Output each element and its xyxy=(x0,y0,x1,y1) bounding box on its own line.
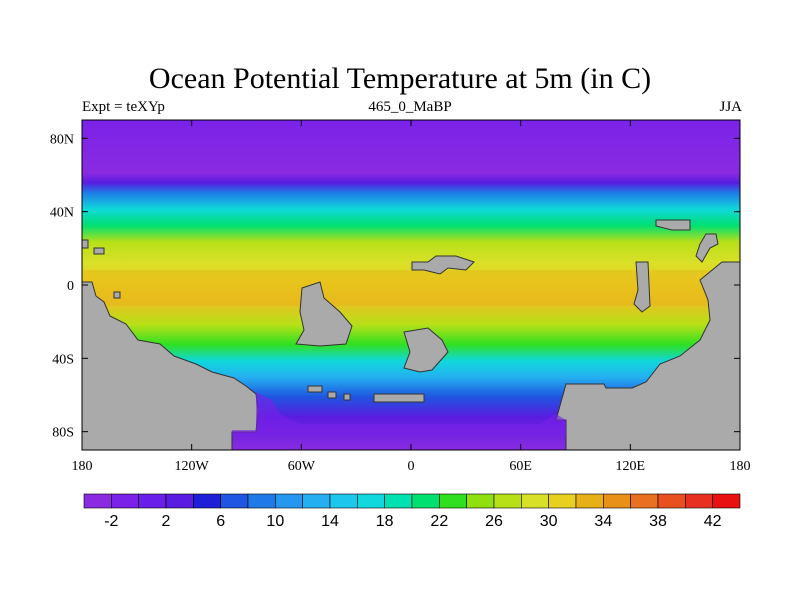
period-label: 465_0_MaBP xyxy=(368,99,452,115)
land-west-bits xyxy=(81,239,121,299)
colorbar-label: 34 xyxy=(594,513,612,530)
x-tick-label: 120E xyxy=(616,459,646,474)
colorbar-swatch xyxy=(548,493,577,509)
colorbar-labels: -2 2 6 10 14 18 22 26 30 34 38 42 xyxy=(104,513,721,530)
y-tick-label: 80N xyxy=(50,132,74,147)
y-tick-label: 0 xyxy=(67,279,74,294)
season-label: JJA xyxy=(719,99,742,115)
map-plot-area xyxy=(81,119,741,451)
land-masses xyxy=(81,219,741,451)
colorbar-swatch xyxy=(275,493,303,509)
x-tick-label: 180 xyxy=(72,459,93,474)
land-central-south xyxy=(403,327,449,373)
colorbar-label: 10 xyxy=(266,513,284,530)
colorbar-swatch xyxy=(712,493,741,509)
land-north-island xyxy=(411,255,475,275)
experiment-label: Expt = teXYp xyxy=(82,99,165,115)
x-tick-label: 60W xyxy=(288,459,316,474)
colorbar-swatch xyxy=(439,493,467,509)
colorbar-swatch xyxy=(302,493,331,509)
colorbar-label: 6 xyxy=(216,513,225,530)
colorbar-swatch xyxy=(521,493,549,509)
land-east-strip xyxy=(633,261,651,313)
colorbar-label: 14 xyxy=(321,513,339,530)
colorbar-label: -2 xyxy=(104,513,118,530)
colorbar-swatch xyxy=(247,493,276,509)
colorbar-swatch xyxy=(575,493,604,509)
colorbar-swatch xyxy=(329,493,358,509)
colorbar-swatch xyxy=(111,493,139,509)
colorbar-swatch xyxy=(657,493,686,509)
colorbar-swatch xyxy=(630,493,659,509)
colorbar-swatch xyxy=(83,493,112,509)
y-axis-labels: 80N 40N 0 40S 80S xyxy=(50,132,74,440)
land-tropical-island xyxy=(295,281,353,347)
map-title: Ocean Potential Temperature at 5m (in C) xyxy=(148,62,652,95)
axis-ticks xyxy=(81,120,741,450)
x-axis-labels: 180 120W 60W 0 60E 120E 180 xyxy=(72,459,751,474)
land-east-north xyxy=(655,219,691,231)
y-tick-label: 40N xyxy=(50,206,74,221)
colorbar-swatch xyxy=(165,493,194,509)
colorbar-label: 2 xyxy=(162,513,171,530)
x-tick-label: 0 xyxy=(408,459,415,474)
colorbar-swatch xyxy=(357,493,385,509)
x-tick-label: 180 xyxy=(730,459,751,474)
y-tick-label: 80S xyxy=(52,426,74,441)
y-tick-label: 40S xyxy=(52,352,74,367)
colorbar-swatch xyxy=(466,493,495,509)
x-tick-label: 60E xyxy=(509,459,532,474)
colorbar-label: 38 xyxy=(649,513,667,530)
colorbar-label: 22 xyxy=(430,513,448,530)
colorbar-label: 18 xyxy=(376,513,394,530)
polar-cold-patch xyxy=(232,392,566,436)
land-south-islets xyxy=(307,385,351,401)
colorbar-swatch xyxy=(603,493,631,509)
colorbar xyxy=(83,493,741,509)
land-east-isthmus xyxy=(695,233,719,263)
warm-band xyxy=(82,270,740,306)
x-tick-label: 120W xyxy=(175,459,210,474)
colorbar-label: 42 xyxy=(704,513,722,530)
colorbar-swatch xyxy=(138,493,167,509)
colorbar-swatch xyxy=(384,493,413,509)
colorbar-swatch xyxy=(685,493,713,509)
land-south-strip xyxy=(373,393,425,403)
colorbar-label: 26 xyxy=(485,513,503,530)
colorbar-swatch xyxy=(220,493,249,509)
colorbar-swatch xyxy=(411,493,440,509)
colorbar-label: 30 xyxy=(540,513,558,530)
colorbar-swatch xyxy=(493,493,522,509)
colorbar-swatch xyxy=(193,493,221,509)
land-southeast xyxy=(555,261,741,451)
